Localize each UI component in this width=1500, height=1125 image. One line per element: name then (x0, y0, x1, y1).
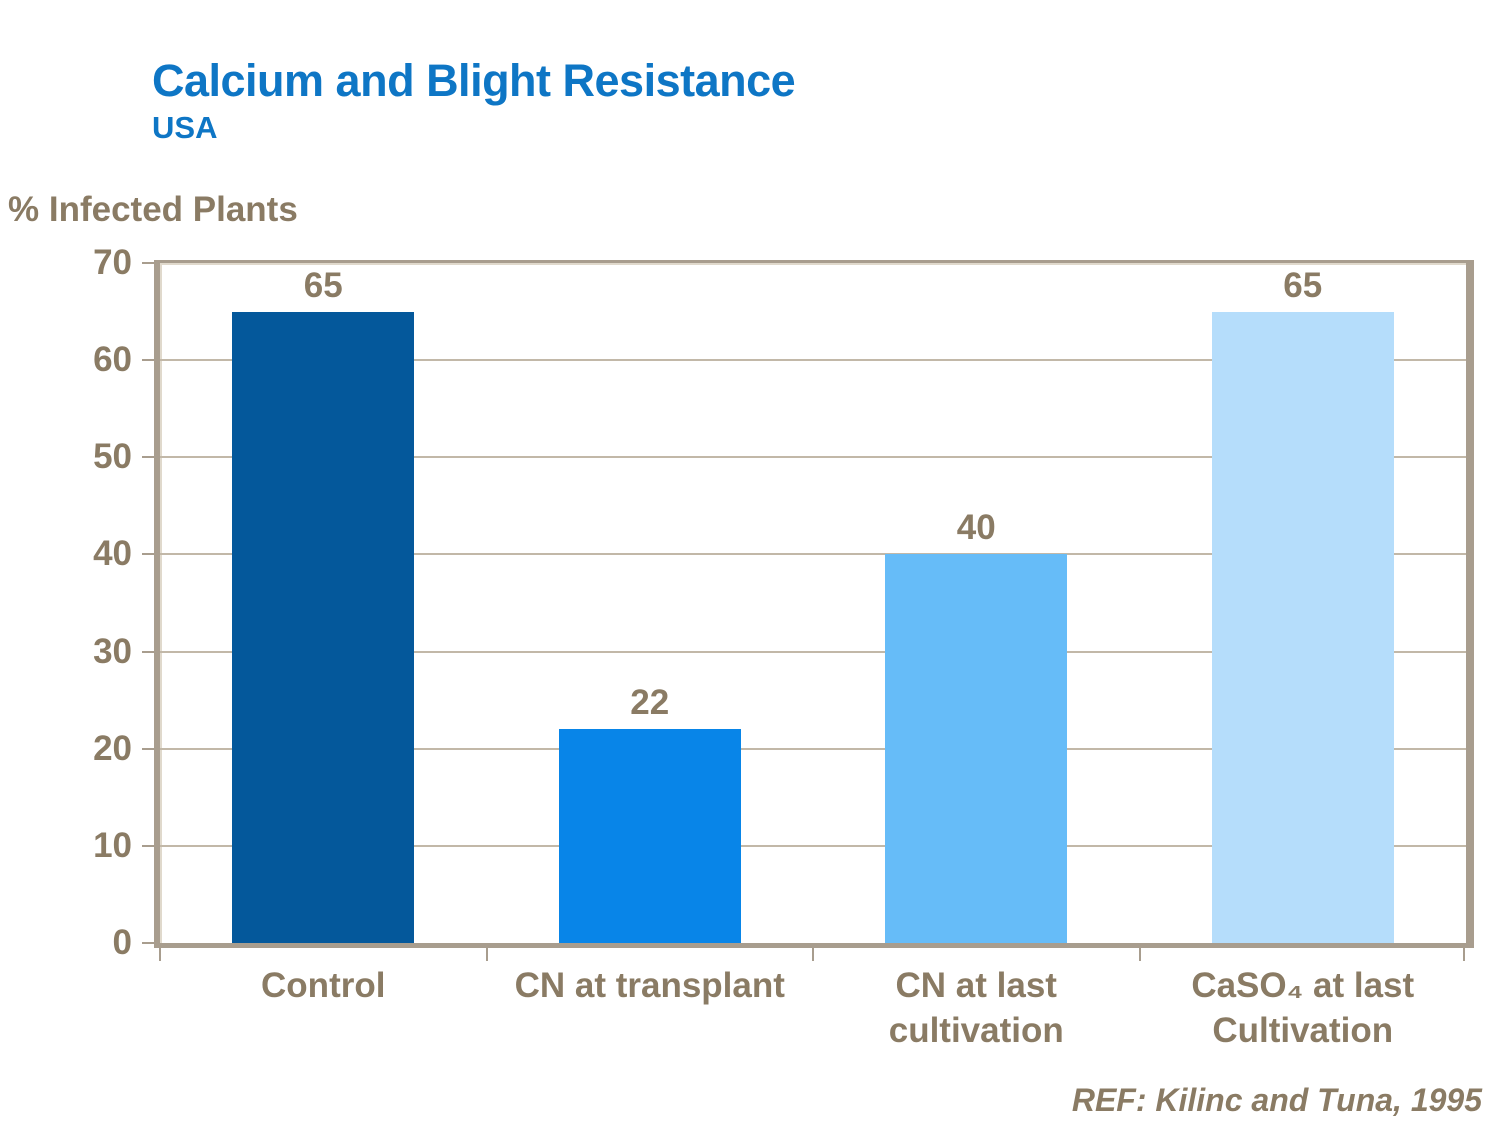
bar-2 (558, 729, 741, 943)
bar-1 (232, 311, 415, 943)
chart-title: Calcium and Blight Resistance (152, 55, 796, 106)
x-tick (159, 948, 161, 961)
bar-value-label: 40 (956, 508, 996, 548)
x-tick (485, 948, 488, 961)
gridline (160, 553, 1466, 556)
y-tick-label: 0 (112, 923, 132, 962)
y-tick (142, 942, 156, 944)
y-tick-label: 20 (93, 728, 132, 768)
gridline (160, 844, 1466, 847)
bar-value-label: 65 (303, 265, 343, 305)
y-tick (142, 359, 156, 362)
plot-area: 65 22 40 65 (154, 260, 1474, 948)
gridline (160, 456, 1466, 459)
category-label: CN at transplant (514, 966, 785, 1005)
y-tick-label: 50 (93, 437, 132, 477)
x-tick (1138, 948, 1141, 961)
y-axis-title: % Infected Plants (8, 190, 298, 229)
gridline (160, 650, 1466, 653)
y-tick (142, 844, 156, 847)
y-tick (142, 747, 156, 750)
y-tick-label: 30 (93, 631, 132, 671)
y-tick-label: 70 (93, 243, 132, 282)
category-label: CN at last cultivation (888, 966, 1064, 1050)
x-tick (812, 948, 814, 961)
y-tick (142, 553, 156, 556)
gridline (160, 747, 1466, 750)
bar-4 (1211, 311, 1394, 943)
y-tick (142, 456, 156, 459)
reference-text: REF: Kilinc and Tuna, 1995 (1071, 1082, 1482, 1118)
category-label: CaSO₄ at last Cultivation (1191, 966, 1415, 1050)
y-tick-label: 40 (93, 534, 132, 574)
x-tick (1463, 948, 1465, 961)
y-tick-label: 10 (93, 825, 132, 865)
y-tick-label: 60 (93, 340, 132, 380)
gridline (160, 359, 1466, 362)
category-label: Control (261, 966, 386, 1005)
y-tick (142, 262, 156, 264)
y-tick (142, 650, 156, 653)
chart-subtitle: USA (152, 110, 218, 145)
bar-3 (885, 554, 1068, 943)
bar-value-label: 22 (630, 683, 670, 723)
bar-value-label: 65 (1283, 265, 1323, 305)
